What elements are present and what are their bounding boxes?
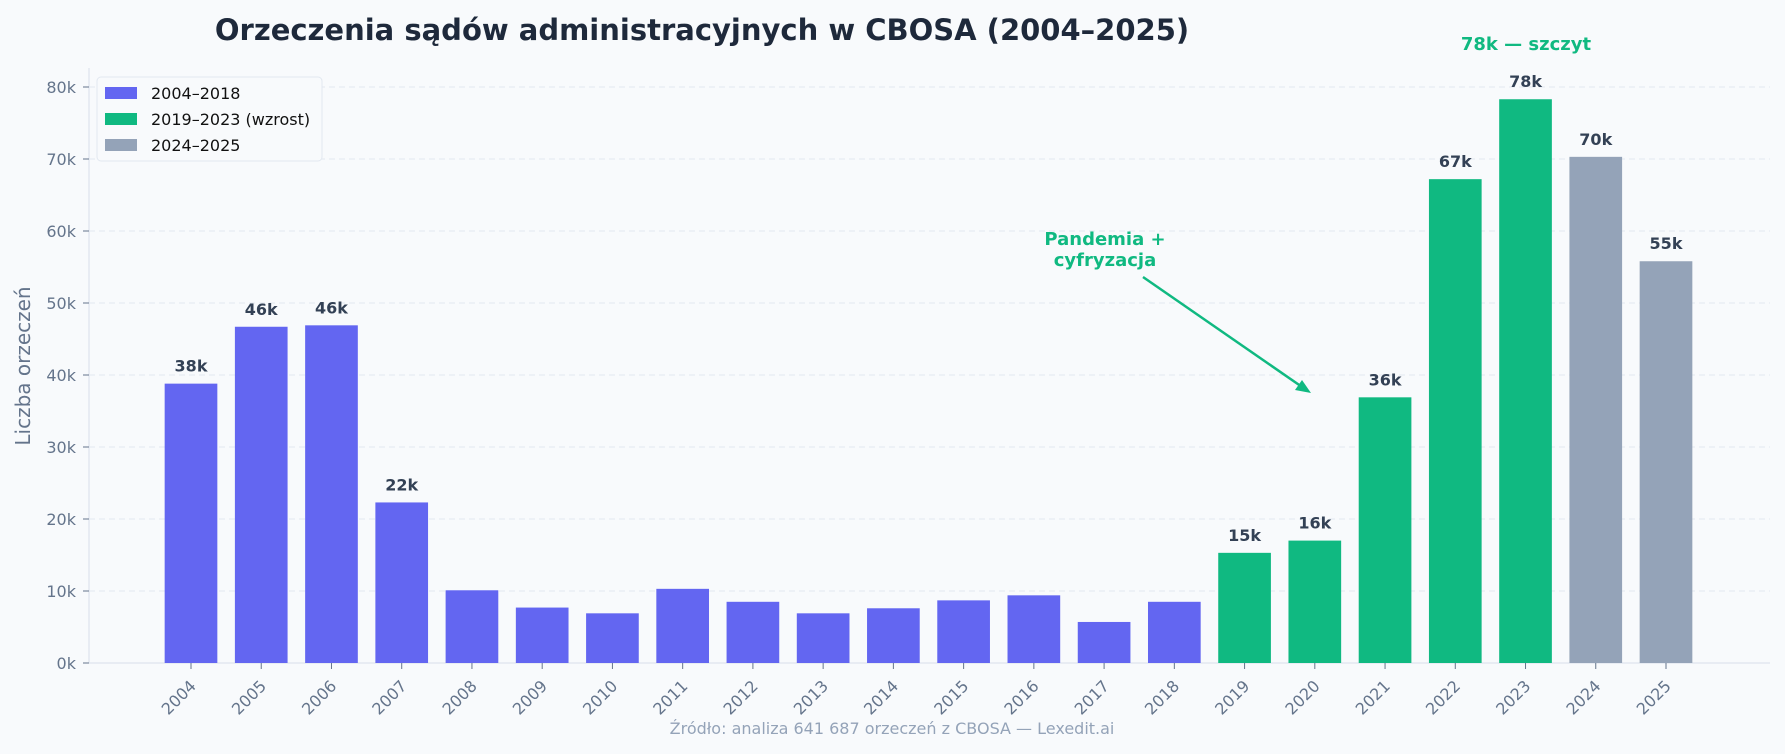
- y-tick-label: 70k: [46, 150, 76, 169]
- bar-2022: [1428, 179, 1482, 663]
- value-label: 16k: [1298, 514, 1331, 533]
- value-label: 46k: [245, 300, 278, 319]
- grid: [89, 86, 1770, 592]
- source-note: Źródło: analiza 641 687 orzeczeń z CBOSA…: [670, 719, 1115, 738]
- bar-2004: [164, 383, 218, 663]
- legend-label-0: 2004–2018: [151, 84, 240, 103]
- legend-label-1: 2019–2023 (wzrost): [151, 110, 310, 129]
- x-tick-label: 2017: [1071, 676, 1113, 718]
- y-tick-label: 0k: [57, 654, 77, 673]
- bar-2019: [1218, 552, 1271, 663]
- y-ticks: 0k 10k 20k 30k 40k 50k 60k 70k 80k: [46, 78, 89, 673]
- x-ticks: 2004 2005 2006 2007 2008 2009 2010 2011 2012 2013…: [158, 663, 1675, 719]
- legend-swatch-1: [105, 113, 137, 125]
- bar-2008: [445, 590, 499, 663]
- y-tick-label: 10k: [46, 582, 76, 601]
- value-label: 78k: [1509, 72, 1542, 91]
- x-tick-label: 2011: [649, 676, 691, 718]
- x-tick-label: 2010: [579, 676, 621, 718]
- legend-label-2: 2024–2025: [151, 136, 240, 155]
- x-tick-label: 2024: [1562, 676, 1604, 718]
- value-label: 22k: [385, 475, 418, 494]
- value-label: 67k: [1439, 152, 1472, 171]
- x-tick-label: 2012: [720, 676, 762, 718]
- x-tick-label: 2016: [1000, 676, 1042, 718]
- x-tick-label: 2019: [1211, 676, 1253, 718]
- y-tick-label: 20k: [46, 510, 76, 529]
- bars: [164, 99, 1693, 664]
- y-tick-label: 30k: [46, 438, 76, 457]
- value-label: 46k: [315, 298, 348, 317]
- bar-2017: [1077, 621, 1131, 663]
- x-tick-label: 2007: [368, 676, 410, 718]
- bar-2021: [1358, 397, 1412, 663]
- x-tick-label: 2022: [1422, 676, 1464, 718]
- x-tick-label: 2004: [158, 676, 200, 718]
- bar-2016: [1007, 595, 1061, 663]
- legend-swatch-0: [105, 87, 137, 99]
- annotation-arrow: [1142, 275, 1311, 393]
- legend-box: [96, 76, 323, 162]
- annotation-peak: 78k — szczyt: [1461, 34, 1592, 55]
- x-tick-label: 2009: [509, 676, 551, 718]
- bar-2012: [726, 601, 780, 663]
- x-tick-label: 2023: [1492, 676, 1534, 718]
- bar-2007: [375, 502, 429, 663]
- value-label: 38k: [175, 357, 208, 376]
- x-tick-label: 2015: [930, 676, 972, 718]
- x-tick-label: 2021: [1352, 676, 1394, 718]
- y-axis-label: Liczba orzeczeń: [11, 286, 35, 445]
- y-tick-label: 50k: [46, 294, 76, 313]
- x-tick-label: 2013: [790, 676, 832, 718]
- bar-2011: [656, 588, 710, 663]
- bar-2015: [937, 600, 990, 663]
- bar-2025: [1639, 261, 1693, 663]
- annotation-pandemic-line2: cyfryzacja: [1054, 250, 1156, 271]
- bar-2005: [234, 326, 288, 663]
- x-tick-label: 2018: [1141, 676, 1183, 718]
- bar-2014: [867, 608, 920, 663]
- y-tick-label: 60k: [46, 222, 76, 241]
- x-tick-label: 2025: [1633, 676, 1675, 718]
- x-tick-label: 2020: [1281, 676, 1323, 718]
- x-tick-label: 2006: [298, 676, 340, 718]
- bar-2023: [1499, 99, 1552, 664]
- bar-2024: [1569, 156, 1623, 663]
- legend: 2004–2018 2019–2023 (wzrost) 2024–2025: [96, 76, 323, 162]
- value-labels: 38k 46k 46k 22k 15k 16k 36k 67k 78k 70k 55k: [175, 72, 1683, 545]
- annotation-pandemic-line1: Pandemia +: [1044, 229, 1165, 250]
- bar-2010: [586, 613, 639, 663]
- bar-2006: [305, 325, 358, 663]
- bar-2013: [796, 613, 850, 663]
- value-label: 36k: [1369, 370, 1402, 389]
- x-tick-label: 2014: [860, 676, 902, 718]
- x-tick-label: 2005: [228, 676, 270, 718]
- value-label: 70k: [1579, 130, 1612, 149]
- x-tick-label: 2008: [439, 676, 481, 718]
- chart-title: Orzeczenia sądów administracyjnych w CBO…: [215, 13, 1189, 47]
- bar-2018: [1147, 601, 1201, 663]
- legend-swatch-2: [105, 139, 137, 151]
- y-tick-label: 40k: [46, 366, 76, 385]
- bar-2020: [1288, 540, 1342, 663]
- y-tick-label: 80k: [46, 78, 76, 97]
- bar-2009: [515, 607, 569, 663]
- value-label: 15k: [1228, 526, 1261, 545]
- value-label: 55k: [1650, 234, 1683, 253]
